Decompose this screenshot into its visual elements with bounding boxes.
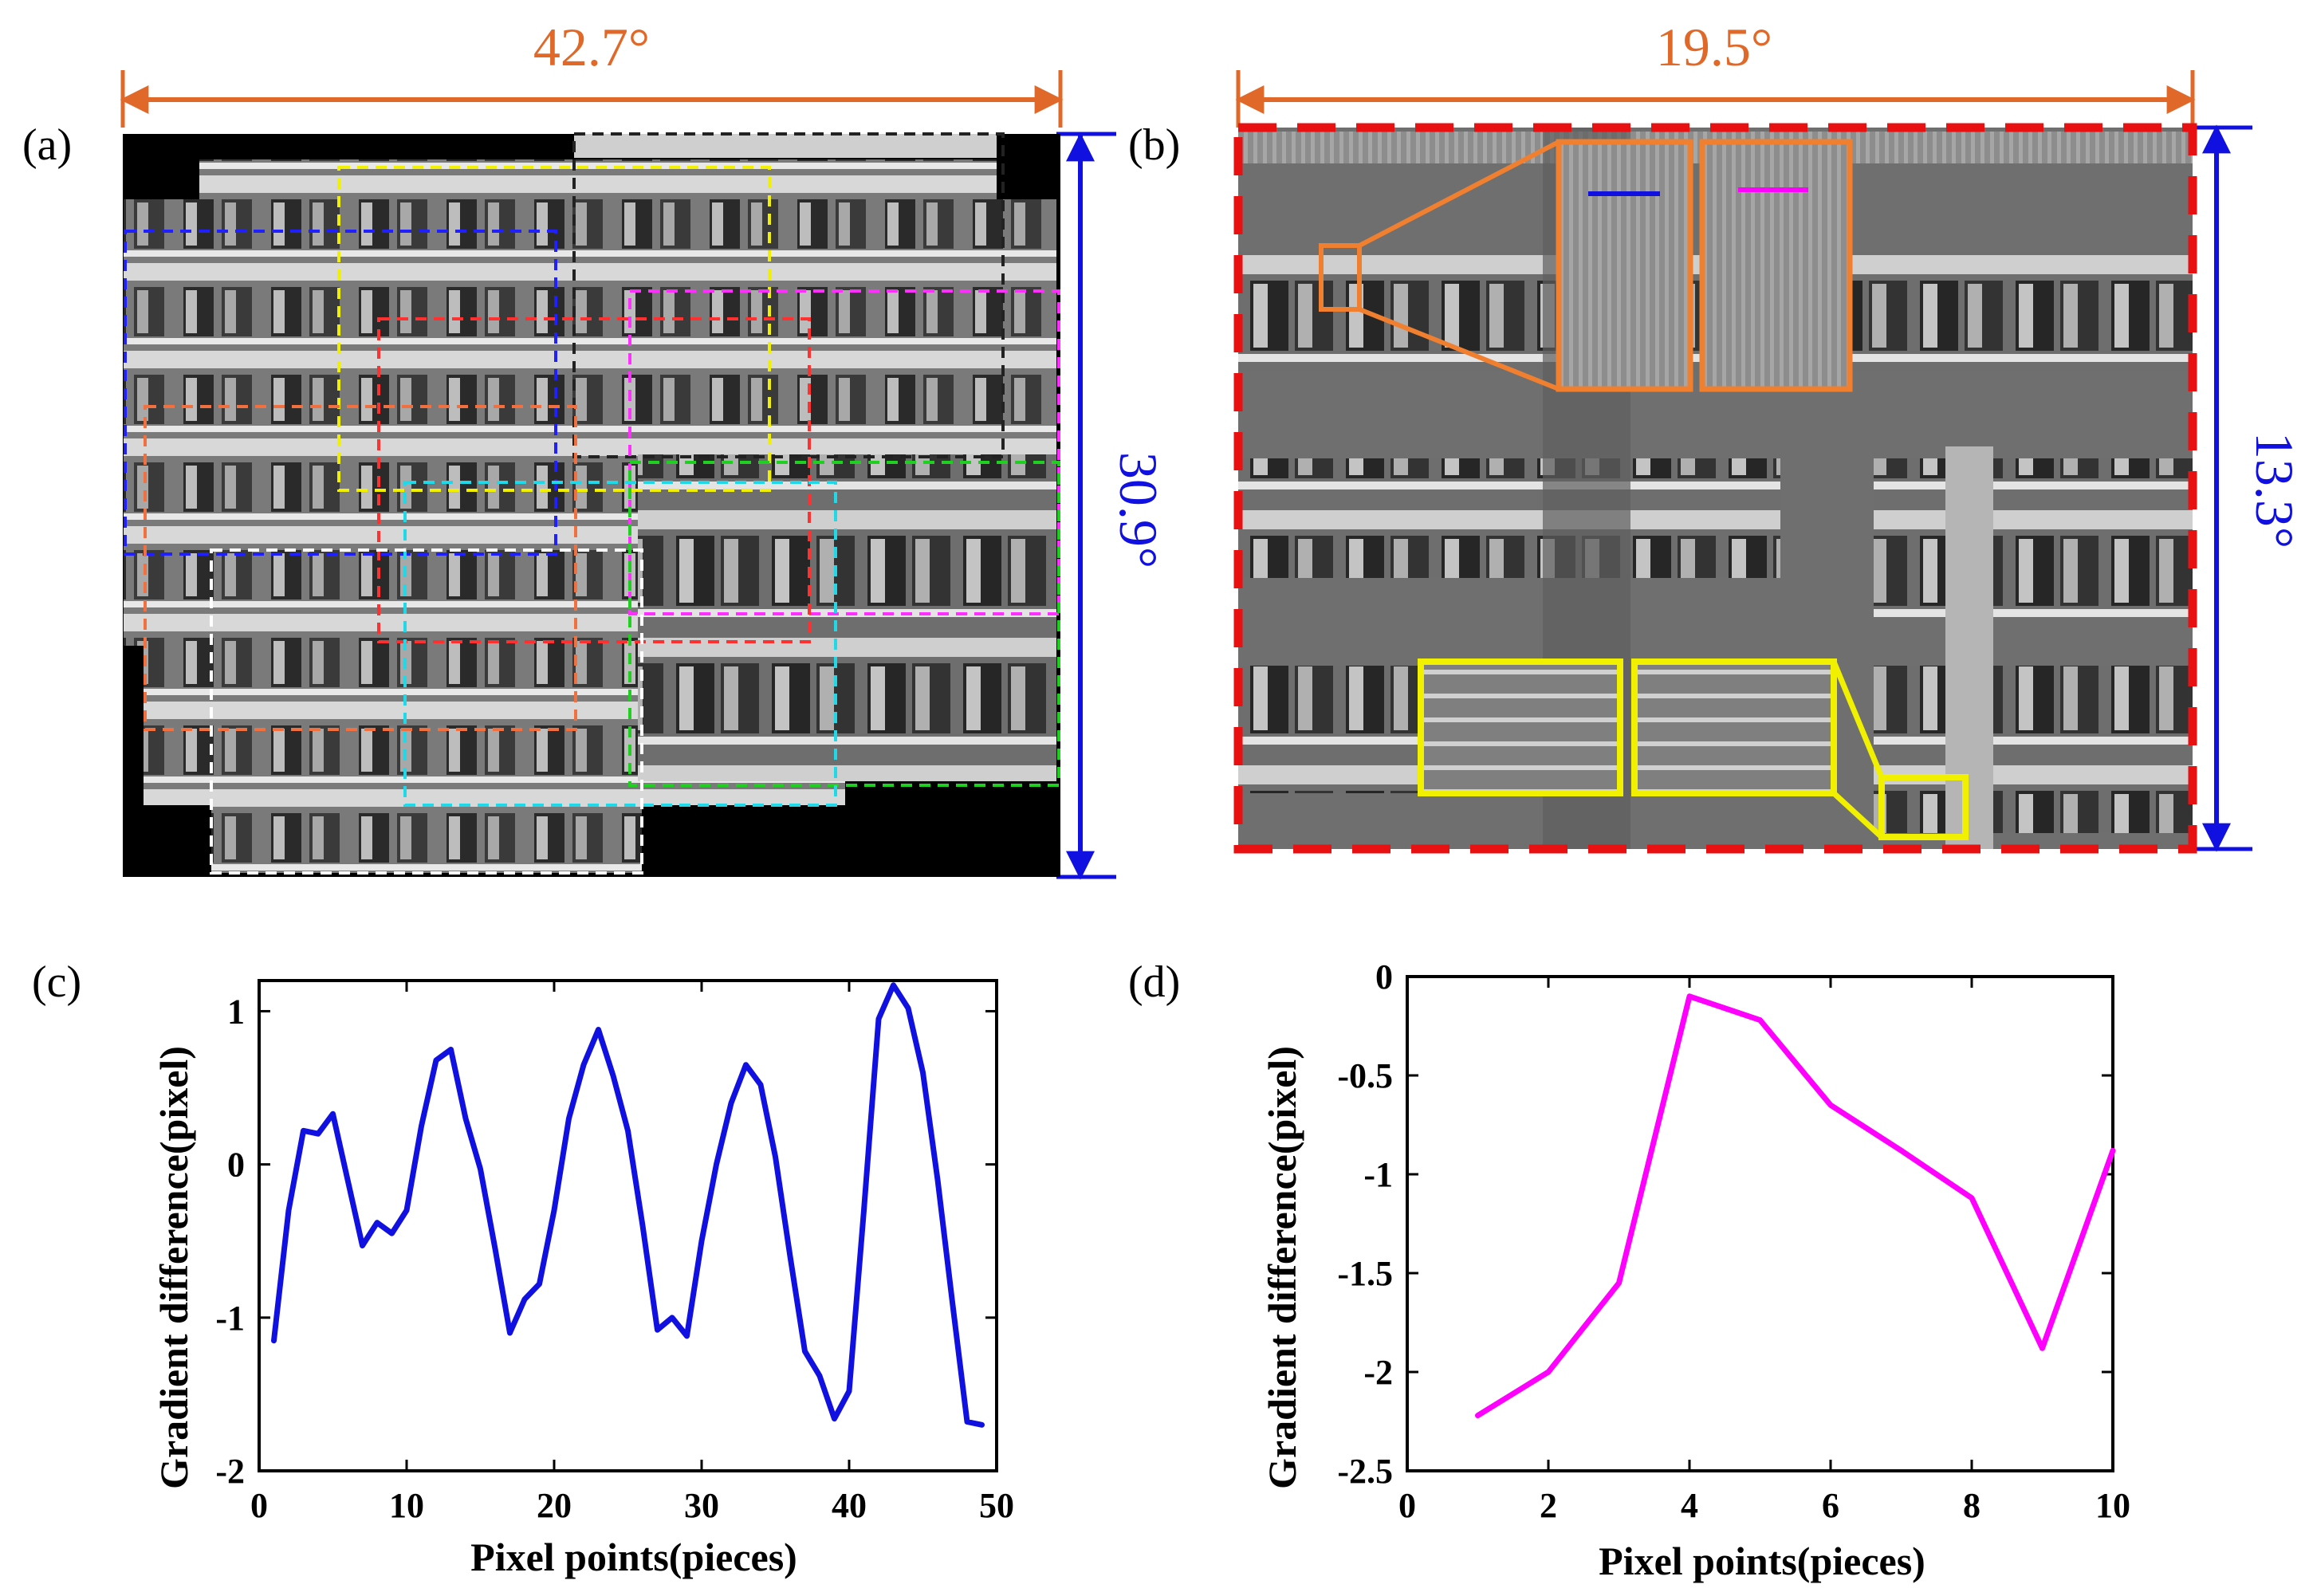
x-tick-label: 10 bbox=[2095, 1486, 2130, 1525]
panel-b-label: (b) bbox=[1128, 120, 1180, 170]
x-tick-label: 50 bbox=[979, 1486, 1014, 1525]
y-tick-label: 1 bbox=[227, 992, 245, 1031]
chart-c-ylabel: Gradient difference(pixel) bbox=[151, 1046, 196, 1489]
y-tick-label: 0 bbox=[1375, 957, 1393, 997]
panel-a: (a) 42.7° 30.9° bbox=[22, 17, 1169, 880]
orange-source-box bbox=[1319, 243, 1362, 312]
panel-b-yellow-zoom bbox=[1418, 658, 1969, 840]
yellow-source-box bbox=[1878, 774, 1969, 840]
chart-d-xlabel: Pixel points(pieces) bbox=[1599, 1539, 1925, 1583]
panel-c: (c) Gradient difference(pixel) Pixel poi… bbox=[32, 957, 1014, 1579]
y-tick-label: 0 bbox=[227, 1146, 245, 1185]
panel-b-horizontal-fov-label: 19.5° bbox=[1656, 17, 1772, 77]
frame-red bbox=[377, 317, 811, 643]
panel-a-mosaic-image bbox=[123, 134, 1060, 877]
x-tick-label: 20 bbox=[537, 1486, 572, 1525]
x-tick-label: 8 bbox=[1963, 1486, 1980, 1525]
frame-blue bbox=[124, 230, 557, 556]
x-tick-label: 6 bbox=[1822, 1486, 1839, 1525]
plot-frame bbox=[258, 979, 998, 1472]
panel-d-label: (d) bbox=[1128, 957, 1180, 1007]
series-line bbox=[1475, 993, 2116, 1419]
frame-black bbox=[572, 132, 1005, 458]
x-tick-label: 40 bbox=[832, 1486, 867, 1525]
panel-c-label: (c) bbox=[32, 957, 81, 1007]
y-tick-label: -1.5 bbox=[1337, 1254, 1393, 1293]
frame-white bbox=[210, 548, 643, 875]
chart-c-plot: 0 10 20 30 40 50 -2 -1 0 1 bbox=[215, 979, 1014, 1525]
panel-a-horizontal-fov-label: 42.7° bbox=[533, 17, 650, 77]
yellow-inset-left bbox=[1418, 658, 1623, 796]
y-tick-label: -2 bbox=[1363, 1353, 1393, 1392]
x-tick-label: 0 bbox=[1398, 1486, 1416, 1525]
y-tick-label: -2 bbox=[215, 1452, 245, 1491]
x-tick-label: 2 bbox=[1540, 1486, 1557, 1525]
x-tick-label: 4 bbox=[1681, 1486, 1698, 1525]
panel-a-label: (a) bbox=[22, 120, 72, 170]
frame-green bbox=[628, 461, 1060, 787]
frame-yellow bbox=[337, 166, 771, 492]
orange-inset-right bbox=[1699, 139, 1853, 392]
panel-b-red-frame bbox=[1233, 123, 2197, 854]
frame-orange bbox=[144, 405, 577, 731]
x-tick-label: 10 bbox=[389, 1486, 424, 1525]
panel-d: (d) Gradient difference(pixel) Pixel poi… bbox=[1128, 957, 2130, 1583]
y-tick-label: -2.5 bbox=[1337, 1452, 1393, 1491]
panel-a-camera-frames bbox=[124, 132, 1060, 875]
series-line bbox=[271, 982, 985, 1428]
frame-magenta bbox=[628, 289, 1060, 615]
plot-frame bbox=[1406, 975, 2114, 1472]
chart-c-xlabel: Pixel points(pieces) bbox=[470, 1535, 797, 1579]
panel-b-orange-zoom bbox=[1319, 139, 1853, 392]
panel-a-vertical-fov-label: 30.9° bbox=[1108, 452, 1169, 568]
y-tick-label: -1 bbox=[1363, 1155, 1393, 1194]
y-tick-label: -0.5 bbox=[1337, 1056, 1393, 1095]
y-tick-label: -1 bbox=[215, 1299, 245, 1338]
panel-b: (b) 19.5° 13.3° bbox=[1128, 17, 2305, 854]
frame-cyan bbox=[403, 481, 837, 807]
chart-d-plot: 0 2 4 6 8 10 -2.5 -2 -1.5 -1 -0.5 0 bbox=[1337, 957, 2130, 1525]
yellow-inset-right bbox=[1631, 658, 1837, 796]
x-tick-label: 0 bbox=[250, 1486, 268, 1525]
orange-inset-left bbox=[1556, 139, 1693, 392]
panel-b-vertical-fov-label: 13.3° bbox=[2244, 432, 2305, 548]
chart-d-ylabel: Gradient difference(pixel) bbox=[1260, 1046, 1304, 1489]
x-tick-label: 30 bbox=[684, 1486, 719, 1525]
